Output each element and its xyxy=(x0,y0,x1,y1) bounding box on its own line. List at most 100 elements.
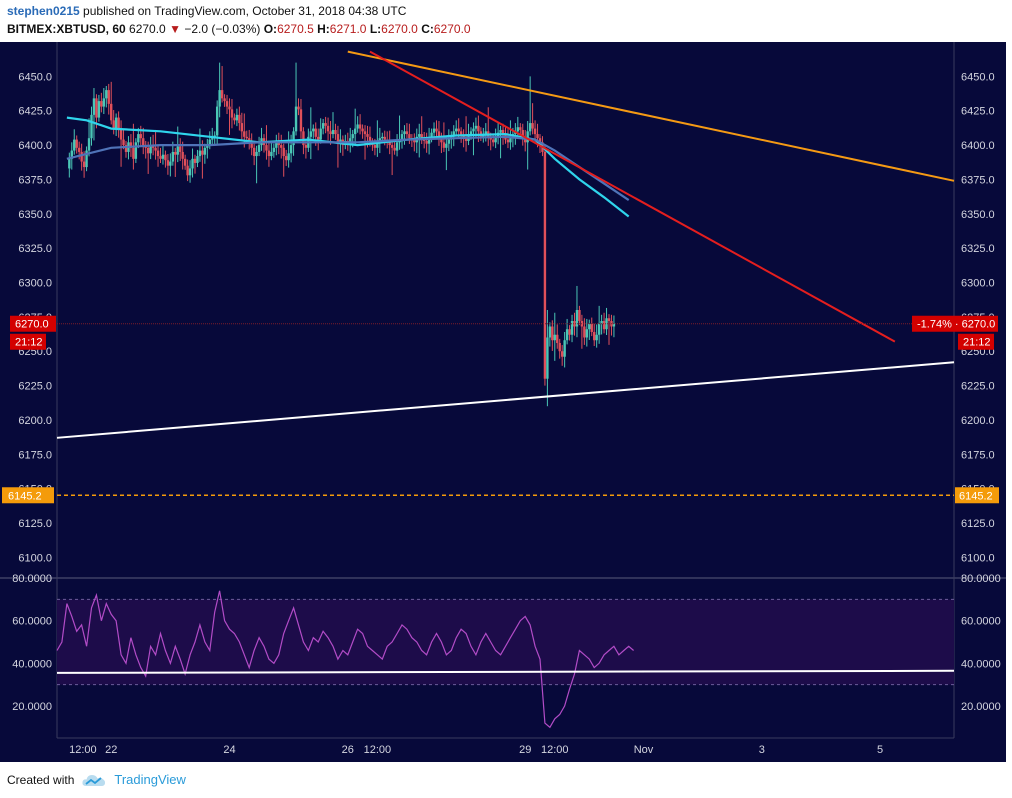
candle-body xyxy=(501,129,505,135)
level-tag-left-text: 6145.2 xyxy=(8,490,42,502)
candle-body xyxy=(196,156,199,163)
candle-body xyxy=(585,329,589,338)
y-tick-label-left: 6300.0 xyxy=(18,278,52,290)
level-tag-right xyxy=(955,487,999,504)
price-change: −2.0 (−0.03%) xyxy=(184,22,261,36)
tradingview-cloud-icon xyxy=(82,774,106,786)
candle-body xyxy=(287,153,290,161)
candle-body xyxy=(563,340,566,357)
y-tick-label-right: 6225.0 xyxy=(961,381,995,393)
open-value: 6270.5 xyxy=(277,22,314,36)
candle-body xyxy=(211,138,214,140)
candle-body xyxy=(149,145,152,154)
y-tick-label-left: 6450.0 xyxy=(18,71,52,83)
candle-body xyxy=(474,125,478,129)
candle-body xyxy=(174,151,177,155)
candle-body xyxy=(538,138,542,143)
candle-body xyxy=(252,147,256,157)
x-tick-label: 12:00 xyxy=(364,744,392,756)
candle-body xyxy=(484,131,487,135)
candle-body xyxy=(373,145,377,148)
candle-body xyxy=(73,139,76,151)
candle-body xyxy=(336,134,340,144)
candle-body xyxy=(383,136,386,140)
tradingview-brand-link[interactable]: TradingView xyxy=(114,772,186,787)
author-link[interactable]: stephen0215 xyxy=(7,4,80,18)
close-value: 6270.0 xyxy=(433,22,471,36)
candle-body xyxy=(206,145,209,148)
candle-body xyxy=(494,136,497,143)
y-tick-label-right: 6350.0 xyxy=(961,209,995,221)
candle-body xyxy=(536,134,539,139)
candle-body xyxy=(272,147,276,152)
candle-body xyxy=(275,140,278,148)
candle-body xyxy=(472,128,475,132)
chart-canvas[interactable]: 6100.06100.06125.06125.06150.06150.06175… xyxy=(0,42,1012,764)
published-text: published on TradingView.com, October 31… xyxy=(83,4,407,18)
candle-body xyxy=(324,123,327,126)
candle-body xyxy=(388,140,391,146)
candle-body xyxy=(299,109,303,132)
y-tick-label-left: 6375.0 xyxy=(18,174,52,186)
candle-body xyxy=(607,318,611,321)
candle-body xyxy=(331,129,335,135)
candle-body xyxy=(578,310,581,321)
symbol-name[interactable]: BITMEX:XBTUSD, 60 xyxy=(7,22,126,36)
candle-body xyxy=(297,106,300,110)
candle-body xyxy=(95,98,98,118)
candle-body xyxy=(159,156,162,159)
moving-average-line xyxy=(66,135,630,202)
x-tick-label: 29 xyxy=(519,744,531,756)
candle-body xyxy=(381,136,384,139)
candle-body xyxy=(437,131,441,137)
candle-body xyxy=(238,114,241,124)
candle-body xyxy=(171,151,175,162)
candle-body xyxy=(363,131,367,135)
candle-body xyxy=(432,128,436,133)
candle-body xyxy=(142,138,145,146)
candle-body xyxy=(393,147,396,151)
candle-body xyxy=(312,128,315,132)
publish-info: stephen0215 published on TradingView.com… xyxy=(7,4,406,18)
candle-body xyxy=(235,114,239,121)
candle-body xyxy=(92,98,96,115)
x-tick-label: 3 xyxy=(759,744,765,756)
candle-body xyxy=(319,128,322,140)
candle-body xyxy=(464,138,468,141)
rsi-tick-label-right: 20.0000 xyxy=(961,701,1001,713)
candle-body xyxy=(521,129,524,139)
candle-body xyxy=(161,154,165,159)
candle-body xyxy=(198,150,202,157)
x-tick-label: 5 xyxy=(877,744,883,756)
trendline xyxy=(56,361,955,439)
candle-body xyxy=(329,131,332,135)
candle-body xyxy=(188,168,192,176)
high-value: 6271.0 xyxy=(329,22,367,36)
candle-body xyxy=(570,320,574,335)
candle-body xyxy=(201,150,204,155)
candle-body xyxy=(137,134,140,143)
candle-body xyxy=(102,98,106,107)
candle-body xyxy=(117,117,120,129)
candle-body xyxy=(82,161,86,168)
candle-body xyxy=(408,134,411,139)
rsi-tick-label-right: 60.0000 xyxy=(961,616,1001,628)
y-tick-label-left: 6425.0 xyxy=(18,106,52,118)
candle-body xyxy=(395,142,399,151)
candle-body xyxy=(90,114,93,139)
candle-body xyxy=(403,131,406,135)
candle-body xyxy=(289,145,293,154)
x-tick-label: 22 xyxy=(105,744,117,756)
candle-body xyxy=(302,131,305,146)
candle-body xyxy=(119,128,123,140)
y-tick-label-left: 6400.0 xyxy=(18,140,52,152)
candle-body xyxy=(462,135,465,139)
candle-body xyxy=(245,136,248,139)
symbol-legend: BITMEX:XBTUSD, 60 6270.0 ▼ −2.0 (−0.03%)… xyxy=(7,22,471,36)
candle-body xyxy=(112,120,115,129)
candle-body xyxy=(292,131,295,146)
candle-body xyxy=(442,142,446,148)
candle-body xyxy=(575,310,579,327)
open-label: O: xyxy=(263,22,278,36)
candle-body xyxy=(477,125,480,132)
